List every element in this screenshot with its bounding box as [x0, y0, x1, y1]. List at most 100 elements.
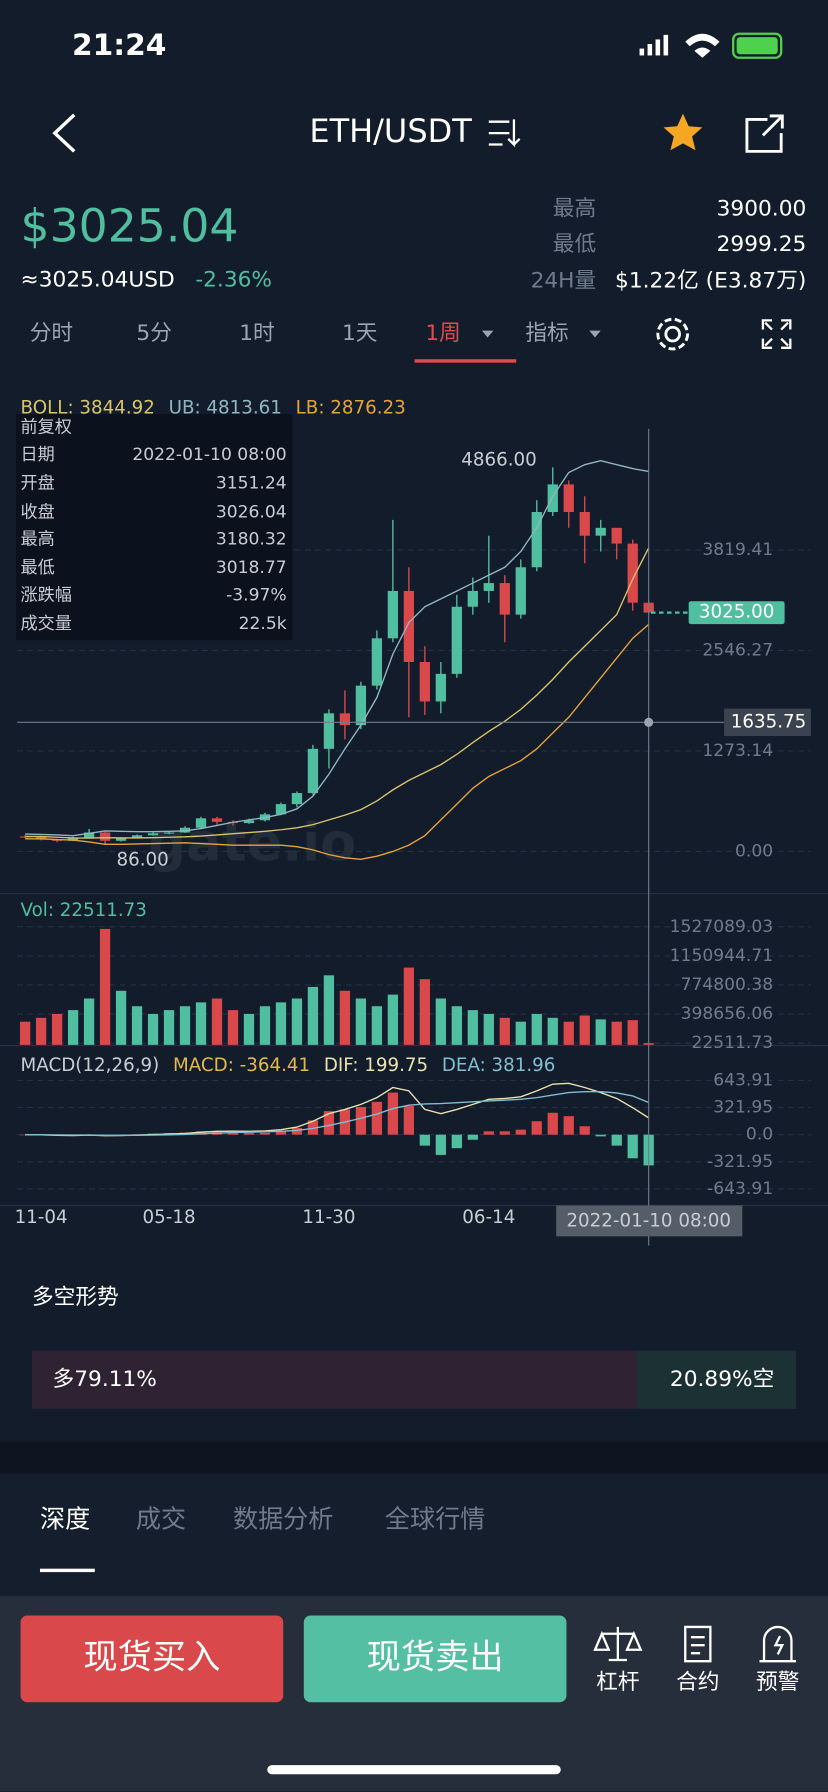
candle-body: [83, 832, 95, 838]
volume-bar: [515, 1021, 526, 1045]
home-indicator: [267, 1765, 561, 1775]
tool-label[interactable]: 杠杆: [596, 1670, 639, 1695]
volume-bar: [419, 979, 430, 1045]
sell-label[interactable]: 现货卖出: [367, 1637, 504, 1677]
leverage-icon[interactable]: [593, 1626, 643, 1662]
change: -2.36%: [195, 267, 272, 292]
buy-label[interactable]: 现货买入: [83, 1637, 220, 1677]
back-button[interactable]: [52, 113, 76, 153]
macd-bar: [291, 1127, 303, 1135]
last-price-label: 3025.00: [699, 602, 775, 623]
volume-bar: [179, 1006, 191, 1045]
status-icons: [639, 32, 783, 59]
tool-label[interactable]: 预警: [756, 1670, 799, 1695]
volume-bar: [147, 1013, 159, 1045]
volume-bar: [163, 1010, 175, 1045]
stat-value: 2999.25: [717, 232, 807, 257]
signal-bar: [655, 39, 661, 56]
candle-body: [419, 662, 430, 702]
dropdown-arrow: [589, 330, 601, 338]
indicator-tab[interactable]: 指标: [525, 321, 568, 346]
macd-bar: [563, 1116, 574, 1135]
buy-button[interactable]: [20, 1615, 284, 1703]
max-label: 4866.00: [461, 449, 537, 470]
fullscreen-icon[interactable]: [761, 319, 792, 349]
contract-icon[interactable]: [684, 1625, 712, 1663]
candle-body: [563, 484, 574, 513]
legend-label: LB:: [296, 397, 325, 418]
macd-bar: [499, 1131, 510, 1135]
y-tick-label: 1150944.71: [670, 946, 774, 966]
macd-bar: [275, 1131, 287, 1135]
legend-title: MACD(12,26,9): [21, 1055, 160, 1076]
info-label: 涨跌幅: [21, 586, 72, 606]
legend-value: 4813.61: [206, 397, 282, 418]
settings-icon[interactable]: [656, 317, 689, 351]
last-price-box: [688, 601, 785, 625]
long-label: 多79.11%: [53, 1367, 157, 1392]
switch-icon[interactable]: [488, 119, 521, 148]
interval-tab[interactable]: 1时: [239, 321, 275, 346]
volume-bar: [499, 1017, 510, 1045]
sell-button[interactable]: [303, 1615, 567, 1703]
y-tick-label: -321.95: [707, 1152, 773, 1172]
pair-title[interactable]: ETH/USDT: [309, 112, 472, 150]
crosshair-date-box: [556, 1205, 743, 1237]
y-tick-label: 774800.38: [681, 975, 774, 995]
info-value: 3151.24: [216, 474, 287, 494]
legend-label: DEA:: [442, 1055, 486, 1076]
favorite-star[interactable]: [663, 113, 703, 151]
interval-tab[interactable]: 分时: [30, 321, 73, 346]
macd-bar: [259, 1132, 271, 1135]
candle-body: [115, 837, 127, 841]
alert-icon[interactable]: [759, 1625, 797, 1663]
legend-label: Vol:: [21, 900, 54, 921]
volume-bar: [531, 1013, 542, 1045]
macd-bar: [419, 1134, 430, 1146]
detail-tabs: 深度 成交 数据分析 全球行情: [40, 1505, 485, 1534]
tool-labels: 杠杆 合约 预警: [596, 1670, 799, 1695]
candle-body: [195, 818, 207, 828]
signal-bar: [639, 48, 645, 56]
info-label: 日期: [21, 445, 55, 465]
short-label: 20.89%空: [670, 1367, 774, 1392]
volume-bar: [579, 1015, 590, 1045]
interval-tab[interactable]: 5分: [136, 321, 172, 346]
share-icon[interactable]: [745, 114, 784, 153]
macd-bar: [355, 1106, 367, 1135]
info-background: [15, 414, 293, 641]
x-tick-label: 05-18: [142, 1207, 195, 1228]
candle-body: [435, 673, 446, 702]
candle-body: [179, 827, 191, 833]
detail-tab[interactable]: 全球行情: [385, 1505, 485, 1534]
volume-bar: [483, 1013, 494, 1045]
dropdown-arrow: [481, 330, 494, 338]
macd-bar: [547, 1112, 558, 1135]
macd-bar: [307, 1120, 319, 1135]
macd-bar: [195, 1131, 207, 1135]
interval-tab[interactable]: 1天: [342, 321, 377, 346]
legend-value: 2876.23: [330, 397, 406, 418]
volume-bar: [67, 1010, 79, 1045]
macd-bar: [467, 1134, 478, 1140]
info-value: 2022-01-10 08:00: [132, 445, 286, 465]
x-tick-label: 06-14: [462, 1207, 515, 1228]
volume-bar: [547, 1017, 558, 1045]
macd-bar: [515, 1129, 526, 1135]
volume-bar: [131, 1006, 143, 1045]
detail-tab[interactable]: 数据分析: [233, 1505, 333, 1534]
volume-bar: [259, 1006, 271, 1045]
interval-tab-active[interactable]: 1周: [425, 321, 460, 346]
info-value: 3018.77: [216, 558, 287, 578]
candle-body: [323, 713, 335, 749]
detail-tab[interactable]: 成交: [136, 1505, 186, 1534]
section-gap: [0, 1441, 828, 1474]
volume-bar: [291, 998, 303, 1045]
detail-tab-active[interactable]: 深度: [40, 1505, 90, 1534]
macd-bar: [595, 1134, 606, 1137]
boll-line: [25, 547, 650, 839]
candle-body: [99, 832, 111, 841]
dea-line: [25, 1091, 649, 1137]
tool-label[interactable]: 合约: [676, 1670, 719, 1695]
candle-body: [339, 713, 351, 726]
